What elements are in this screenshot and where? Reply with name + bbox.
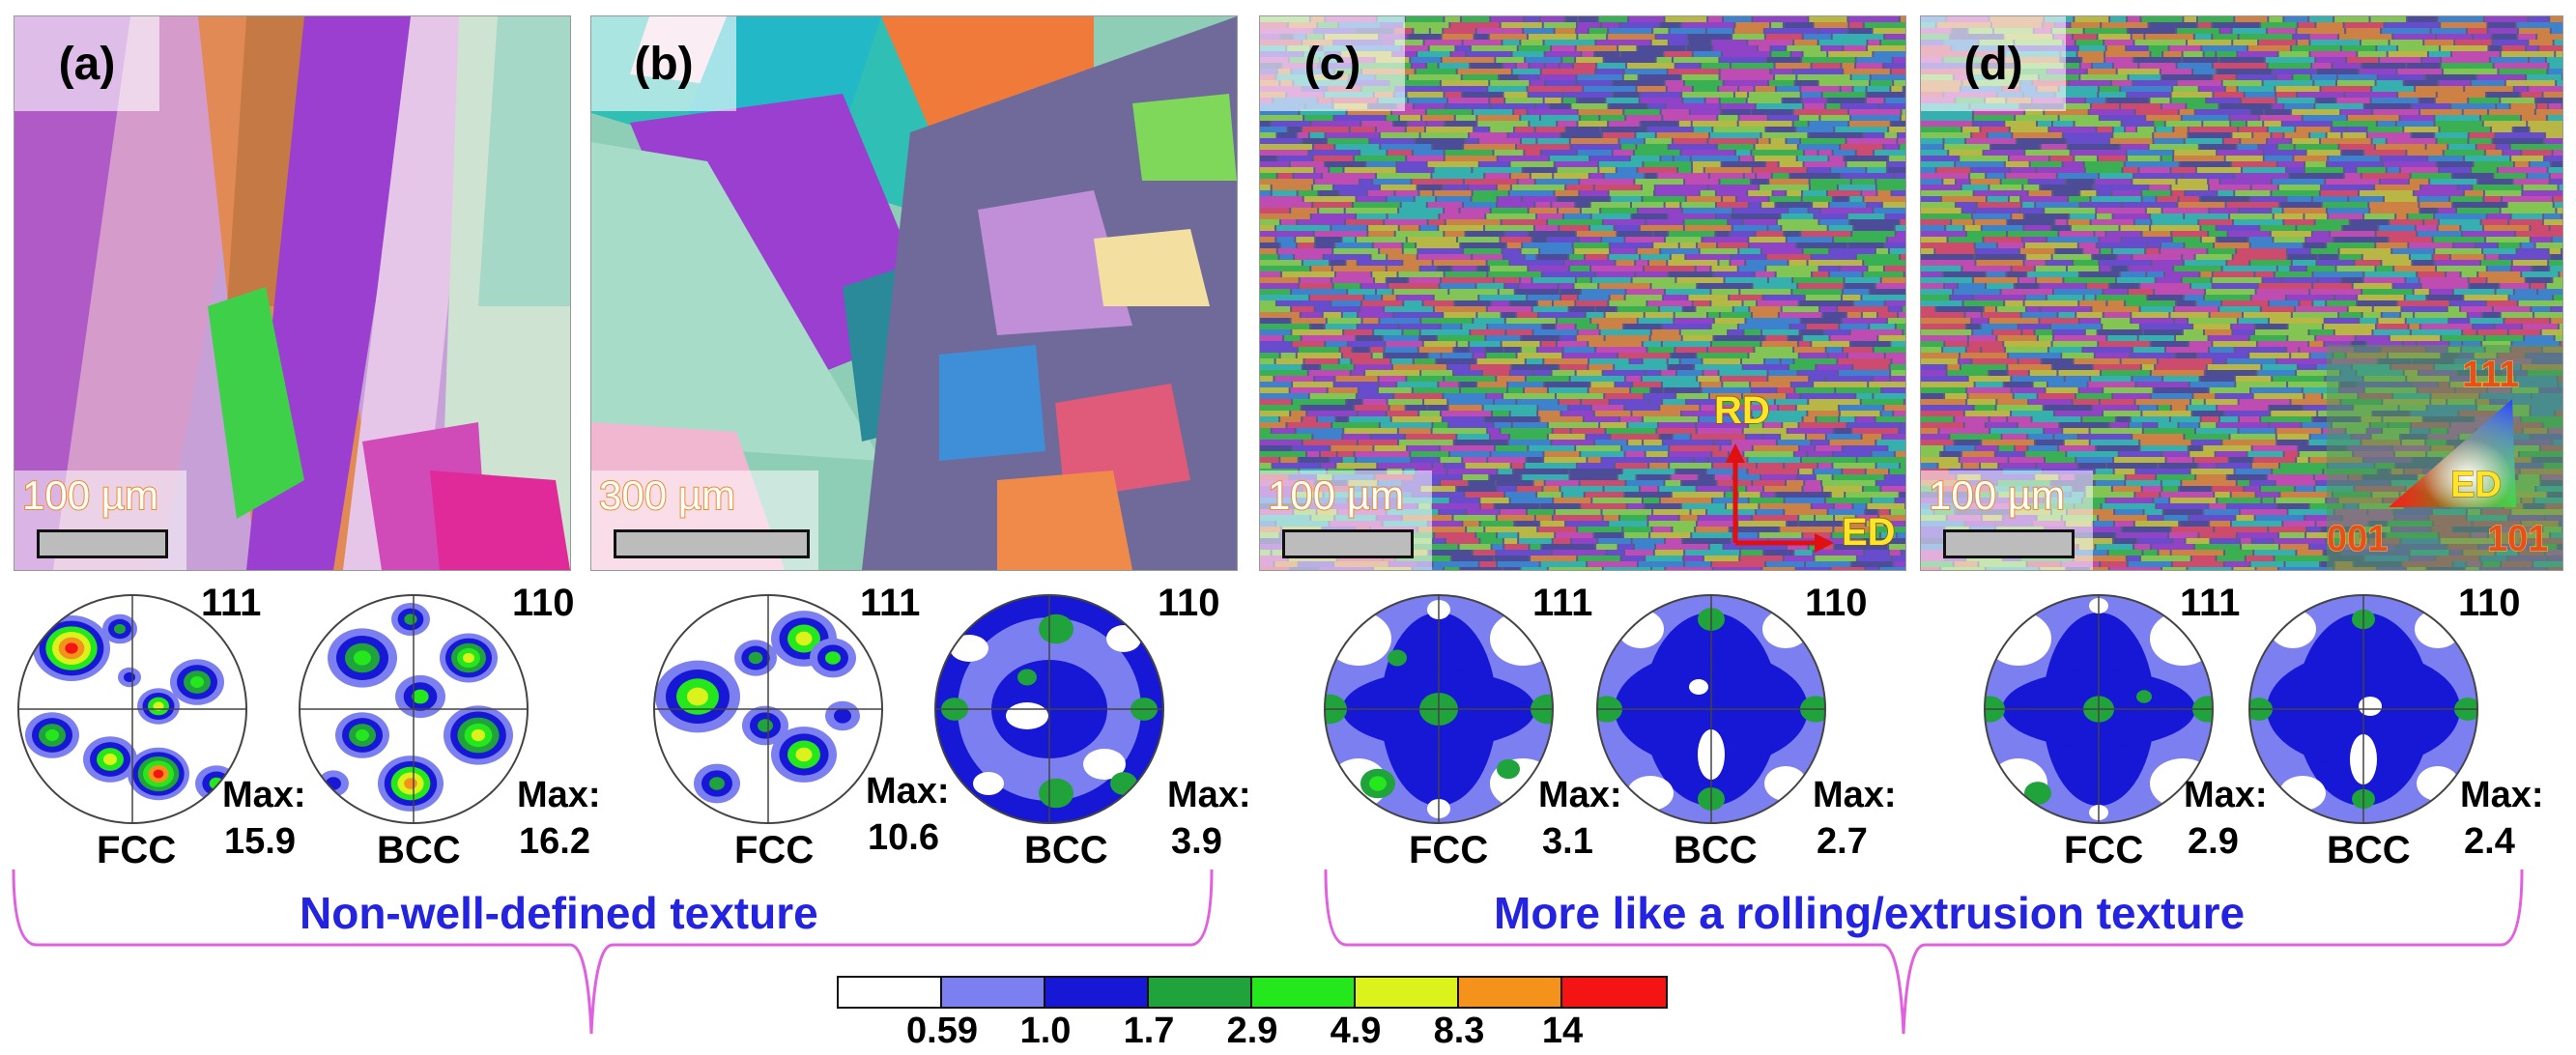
max-label-b-fcc: Max: — [866, 771, 950, 812]
max-label-d-fcc: Max: — [2184, 775, 2268, 815]
scale-bar-c: 100 µm — [1260, 470, 1432, 570]
ebsd-map-c: (c) 100 µm RD ED — [1259, 15, 1906, 571]
pole-figure-a-bcc-110 — [295, 590, 532, 828]
phase-label-a-fcc: FCC — [97, 829, 177, 871]
colorbar-cell — [942, 978, 1045, 1007]
scale-bar-b: 300 µm — [591, 470, 818, 570]
phase-label-c-bcc: BCC — [1674, 829, 1758, 871]
max-label-c-bcc: Max: — [1813, 775, 1897, 815]
max-value-c-bcc: 2.7 — [1817, 821, 1868, 862]
panel-label-d: (d) — [1921, 16, 2066, 111]
sample-axes-arrows — [1726, 443, 1834, 553]
pole-label-b-111: 111 — [860, 582, 921, 624]
ipf-map-image-a — [14, 16, 570, 570]
ipf-key-ed-label: ED — [2450, 465, 2503, 506]
pole-label-b-110: 110 — [1158, 582, 1220, 624]
intensity-colorbar — [837, 976, 1668, 1009]
scale-bar-a: 100 µm — [14, 470, 186, 570]
max-value-b-fcc: 10.6 — [868, 817, 939, 858]
panel-label-c: (c) — [1260, 16, 1405, 111]
pole-figure-b-bcc-110 — [930, 590, 1168, 828]
colorbar-tick-label: 4.9 — [1330, 1011, 1382, 1051]
ipf-key-111-label: 111 — [2461, 355, 2520, 396]
colorbar-tick-label: 1.0 — [1019, 1011, 1072, 1051]
phase-label-c-fcc: FCC — [1409, 829, 1489, 871]
pole-figure-b-fcc-111 — [649, 590, 887, 828]
ipf-color-key-triangle — [2389, 399, 2516, 507]
colorbar-tick-label: 0.59 — [906, 1011, 978, 1051]
pole-label-d-111: 111 — [2180, 582, 2241, 624]
scale-text-a: 100 µm — [21, 471, 159, 519]
colorbar-cell — [1356, 978, 1459, 1007]
max-value-d-bcc: 2.4 — [2464, 821, 2515, 862]
colorbar-cell — [1459, 978, 1562, 1007]
ebsd-map-d: (d) 100 µm 111 ED 001 101 — [1920, 15, 2563, 571]
phase-label-a-bcc: BCC — [377, 829, 461, 871]
scale-text-c: 100 µm — [1267, 471, 1405, 519]
colorbar-cell — [839, 978, 942, 1007]
panel-label-b: (b) — [591, 16, 736, 111]
ed-axis-label: ED — [1841, 510, 1896, 555]
pole-figure-c-bcc-110 — [1592, 590, 1830, 828]
scale-bar-rect-c — [1282, 529, 1414, 558]
pole-figure-d-fcc-111 — [1980, 590, 2218, 828]
ebsd-map-b: (b) 300 µm — [590, 15, 1238, 571]
max-label-a-bcc: Max: — [517, 775, 601, 815]
colorbar-cell — [1562, 978, 1666, 1007]
colorbar-cell — [1252, 978, 1356, 1007]
ebsd-map-a: (a) 100 µm — [14, 15, 571, 571]
max-label-d-bcc: Max: — [2460, 775, 2544, 815]
colorbar-tick-label: 8.3 — [1433, 1011, 1485, 1051]
caption-non-well-defined: Non-well-defined texture — [300, 888, 818, 938]
pole-label-c-110: 110 — [1805, 582, 1868, 624]
max-label-c-fcc: Max: — [1538, 775, 1622, 815]
rd-axis-label: RD — [1713, 388, 1770, 433]
phase-label-b-fcc: FCC — [734, 829, 815, 871]
colorbar-cell — [1045, 978, 1149, 1007]
phase-label-b-bcc: BCC — [1024, 829, 1108, 871]
scale-bar-rect-b — [614, 529, 810, 558]
scale-bar-rect-d — [1943, 529, 2075, 558]
scale-text-d: 100 µm — [1928, 471, 2066, 519]
max-value-a-bcc: 16.2 — [519, 821, 590, 862]
scale-bar-rect-a — [37, 529, 168, 558]
max-value-d-fcc: 2.9 — [2188, 821, 2239, 862]
colorbar-tick-label: 2.9 — [1226, 1011, 1278, 1051]
pole-figure-a-fcc-111 — [14, 590, 251, 828]
colorbar-cell — [1149, 978, 1252, 1007]
max-value-b-bcc: 3.9 — [1171, 821, 1222, 862]
pole-label-a-110: 110 — [512, 582, 575, 624]
scale-text-b: 300 µm — [598, 471, 736, 519]
max-value-a-fcc: 15.9 — [224, 821, 296, 862]
pole-figure-c-fcc-111 — [1320, 590, 1558, 828]
ipf-map-image-b — [591, 16, 1237, 570]
ipf-key-101-label: 101 — [2486, 519, 2549, 560]
scale-bar-d: 100 µm — [1921, 470, 2093, 570]
panel-label-a: (a) — [14, 16, 159, 111]
pole-label-c-111: 111 — [1532, 582, 1593, 624]
ipf-key-001-label: 001 — [2326, 519, 2389, 560]
max-value-c-fcc: 3.1 — [1542, 821, 1593, 862]
caption-rolling-extrusion: More like a rolling/extrusion texture — [1494, 888, 2246, 938]
pole-figure-d-bcc-110 — [2245, 590, 2482, 828]
colorbar-tick-label: 1.7 — [1123, 1011, 1175, 1051]
phase-label-d-fcc: FCC — [2064, 829, 2144, 871]
phase-label-d-bcc: BCC — [2327, 829, 2411, 871]
pole-label-a-111: 111 — [201, 582, 262, 624]
pole-label-d-110: 110 — [2458, 582, 2521, 624]
max-label-b-bcc: Max: — [1167, 775, 1251, 815]
max-label-a-fcc: Max: — [222, 775, 306, 815]
colorbar-tick-label: 14 — [1541, 1011, 1584, 1051]
